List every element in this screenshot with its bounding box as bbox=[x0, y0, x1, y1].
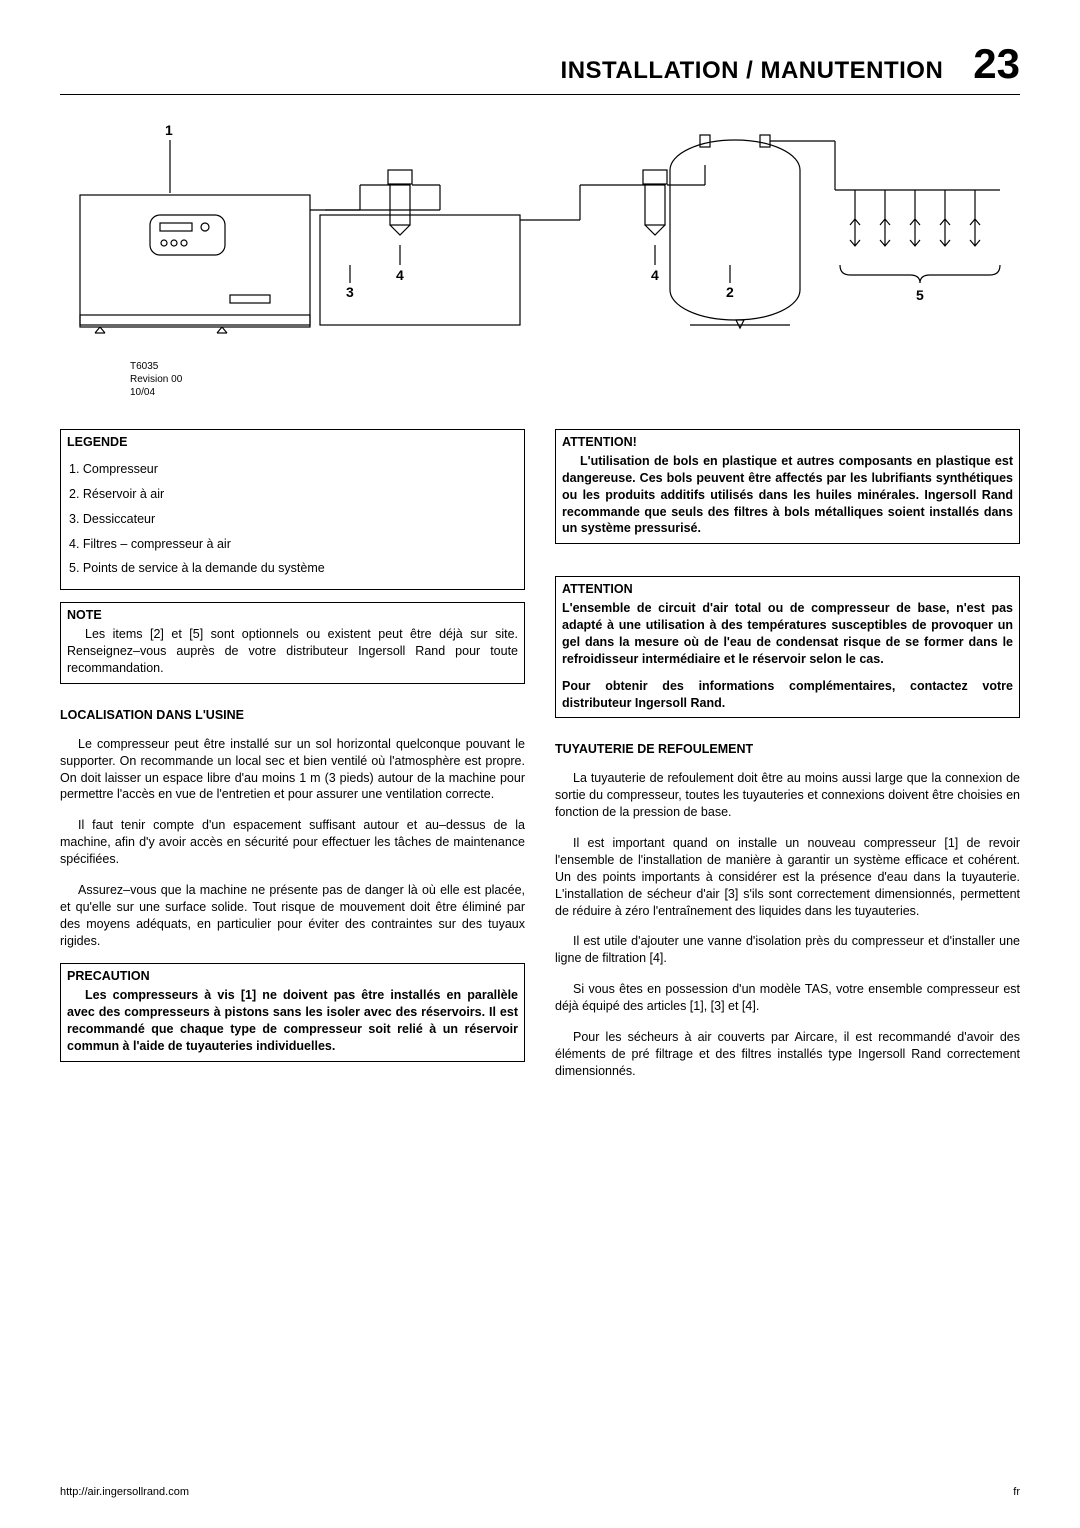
attention1-body: L'utilisation de bols en plastique et au… bbox=[562, 453, 1013, 537]
precaution-box: PRECAUTION Les compresseurs à vis [1] ne… bbox=[60, 963, 525, 1061]
tuyau-p5: Pour les sécheurs à air couverts par Air… bbox=[555, 1029, 1020, 1080]
note-title: NOTE bbox=[67, 607, 518, 624]
right-column: ATTENTION! L'utilisation de bols en plas… bbox=[555, 429, 1020, 1094]
tuyau-p3: Il est utile d'ajouter une vanne d'isola… bbox=[555, 933, 1020, 967]
figure-meta: T6035 Revision 00 10/04 bbox=[130, 360, 1020, 399]
attention1-box: ATTENTION! L'utilisation de bols en plas… bbox=[555, 429, 1020, 544]
left-column: LEGENDE 1. Compresseur 2. Réservoir à ai… bbox=[60, 429, 525, 1094]
page-footer: http://air.ingersollrand.com fr bbox=[60, 1486, 1020, 1498]
localisation-heading: LOCALISATION DANS L'USINE bbox=[60, 708, 525, 722]
legend-item: 3. Dessiccateur bbox=[67, 507, 518, 532]
figure-code: T6035 bbox=[130, 360, 1020, 373]
legend-item: 2. Réservoir à air bbox=[67, 482, 518, 507]
attention2-box: ATTENTION L'ensemble de circuit d'air to… bbox=[555, 576, 1020, 718]
footer-url: http://air.ingersollrand.com bbox=[60, 1486, 189, 1498]
legend-title: LEGENDE bbox=[67, 434, 518, 451]
diagram-label-1: 1 bbox=[165, 122, 173, 138]
tuyau-p2: Il est important quand on installe un no… bbox=[555, 835, 1020, 919]
figure-rev: Revision 00 bbox=[130, 373, 1020, 386]
attention2-title: ATTENTION bbox=[562, 581, 1013, 598]
loc-p1: Le compresseur peut être installé sur un… bbox=[60, 736, 525, 804]
legend-item: 1. Compresseur bbox=[67, 457, 518, 482]
note-box: NOTE Les items [2] et [5] sont optionnel… bbox=[60, 602, 525, 684]
tuyauterie-heading: TUYAUTERIE DE REFOULEMENT bbox=[555, 742, 1020, 756]
legend-item: 5. Points de service à la demande du sys… bbox=[67, 556, 518, 581]
attention2-p2: Pour obtenir des informations complément… bbox=[562, 678, 1013, 712]
diagram-label-3: 3 bbox=[346, 284, 354, 300]
precaution-body: Les compresseurs à vis [1] ne doivent pa… bbox=[67, 987, 518, 1055]
system-diagram: 1 4 3 4 bbox=[60, 115, 1020, 350]
legend-list: 1. Compresseur 2. Réservoir à air 3. Des… bbox=[67, 453, 518, 587]
footer-lang: fr bbox=[1013, 1486, 1020, 1498]
loc-p3: Assurez–vous que la machine ne présente … bbox=[60, 882, 525, 950]
legend-box: LEGENDE 1. Compresseur 2. Réservoir à ai… bbox=[60, 429, 525, 590]
page-number: 23 bbox=[973, 40, 1020, 88]
diagram-label-4a: 4 bbox=[396, 267, 404, 283]
loc-p2: Il faut tenir compte d'un espacement suf… bbox=[60, 817, 525, 868]
page-header: INSTALLATION / MANUTENTION 23 bbox=[60, 40, 1020, 95]
tuyau-p1: La tuyauterie de refoulement doit être a… bbox=[555, 770, 1020, 821]
attention1-title: ATTENTION! bbox=[562, 434, 1013, 451]
page-title: INSTALLATION / MANUTENTION bbox=[561, 57, 944, 85]
tuyau-p4: Si vous êtes en possession d'un modèle T… bbox=[555, 981, 1020, 1015]
attention2-p1: L'ensemble de circuit d'air total ou de … bbox=[562, 600, 1013, 668]
figure-date: 10/04 bbox=[130, 386, 1020, 399]
precaution-title: PRECAUTION bbox=[67, 968, 518, 985]
diagram-label-5: 5 bbox=[916, 287, 924, 303]
diagram-label-2: 2 bbox=[726, 284, 734, 300]
legend-item: 4. Filtres – compresseur à air bbox=[67, 532, 518, 557]
diagram-label-4b: 4 bbox=[651, 267, 659, 283]
content-columns: LEGENDE 1. Compresseur 2. Réservoir à ai… bbox=[60, 429, 1020, 1094]
note-body: Les items [2] et [5] sont optionnels ou … bbox=[67, 626, 518, 677]
